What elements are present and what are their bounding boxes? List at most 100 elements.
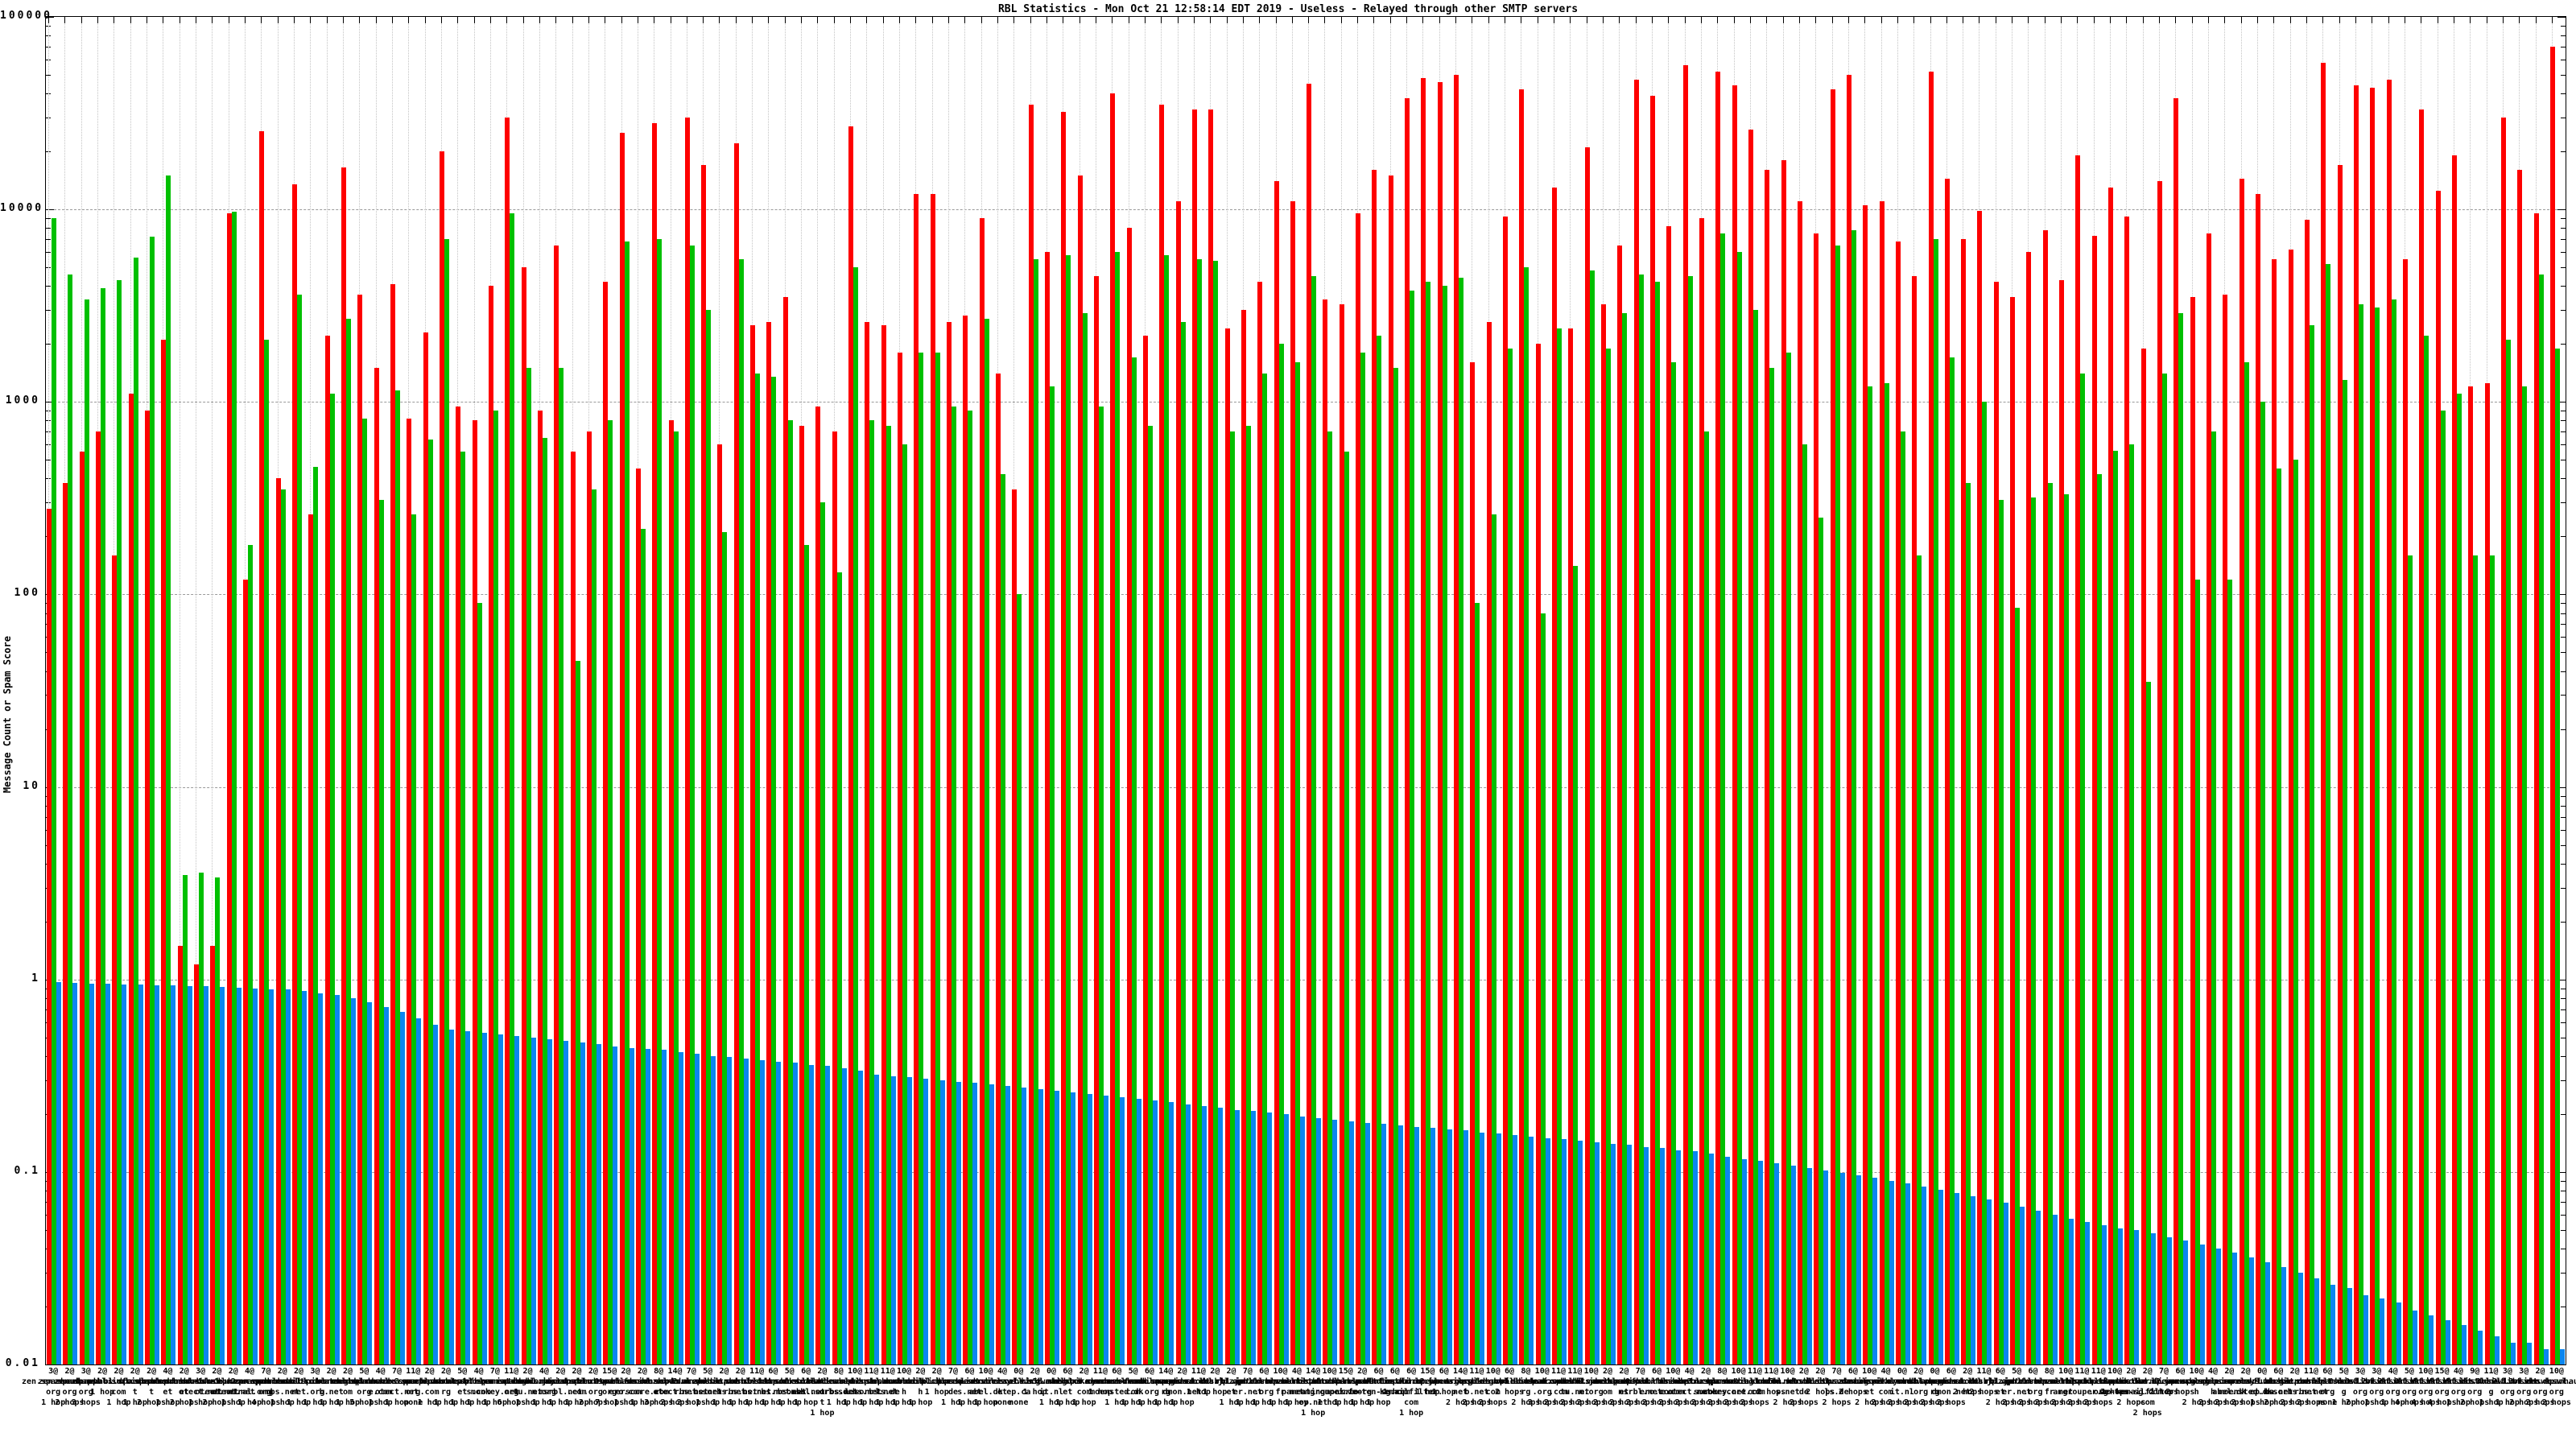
bar-not-spam bbox=[1552, 187, 1558, 1364]
bar-score bbox=[1463, 1130, 1469, 1364]
bar-score bbox=[1250, 1110, 1256, 1364]
x-top-tick bbox=[801, 17, 803, 23]
x-top-tick bbox=[1144, 17, 1146, 23]
bar-not-spam bbox=[2059, 279, 2065, 1364]
x-top-tick bbox=[326, 17, 328, 23]
bar-score bbox=[2020, 1207, 2025, 1364]
bar-spam bbox=[427, 439, 433, 1364]
bar-score bbox=[2445, 1319, 2450, 1364]
x-top-tick bbox=[1030, 17, 1031, 23]
bar-spam bbox=[2227, 579, 2233, 1364]
bar-score bbox=[907, 1077, 913, 1364]
y-minor-tick bbox=[2561, 218, 2566, 220]
y-minor-tick bbox=[2561, 310, 2566, 312]
bar-not-spam bbox=[79, 452, 85, 1364]
bar-score bbox=[1529, 1137, 1534, 1364]
y-minor-tick bbox=[2561, 228, 2566, 229]
y-minor-tick bbox=[46, 239, 51, 241]
bar-score bbox=[760, 1060, 766, 1364]
bar-not-spam bbox=[766, 322, 772, 1364]
y-minor-tick bbox=[46, 286, 51, 287]
bar-not-spam bbox=[701, 165, 707, 1364]
x-top-tick bbox=[833, 17, 835, 23]
bar-not-spam bbox=[1307, 83, 1312, 1364]
bar-score bbox=[1971, 1195, 1976, 1364]
x-top-tick bbox=[2306, 17, 2307, 23]
bar-not-spam bbox=[979, 218, 985, 1364]
bar-spam bbox=[1196, 259, 1202, 1364]
bar-not-spam bbox=[2533, 213, 2539, 1364]
x-top-tick bbox=[440, 17, 442, 23]
bar-not-spam bbox=[947, 322, 952, 1364]
y-minor-tick bbox=[46, 267, 51, 269]
bar-not-spam bbox=[782, 297, 788, 1364]
bar-not-spam bbox=[1405, 97, 1410, 1364]
bar-not-spam bbox=[1012, 489, 1018, 1364]
bar-spam bbox=[853, 267, 859, 1364]
bar-spam bbox=[1311, 276, 1317, 1364]
x-top-tick bbox=[2126, 17, 2128, 23]
bar-not-spam bbox=[1584, 147, 1590, 1364]
bar-not-spam bbox=[2337, 165, 2343, 1364]
bar-score bbox=[1381, 1123, 1387, 1364]
bar-spam bbox=[1589, 270, 1595, 1364]
bar-score bbox=[2396, 1302, 2401, 1364]
bar-spam bbox=[1475, 603, 1480, 1364]
x-top-tick bbox=[1193, 17, 1195, 23]
x-top-tick bbox=[2044, 17, 2046, 23]
x-top-tick bbox=[1210, 17, 1212, 23]
x-top-tick bbox=[1798, 17, 1800, 23]
bar-not-spam bbox=[1159, 105, 1165, 1364]
bar-not-spam bbox=[1649, 95, 1655, 1364]
bar-spam bbox=[1884, 383, 1889, 1364]
bar-not-spam bbox=[1535, 344, 1541, 1364]
bar-not-spam bbox=[1191, 109, 1197, 1364]
x-top-tick bbox=[1488, 17, 1489, 23]
bar-spam bbox=[2456, 394, 2462, 1364]
bar-score bbox=[2167, 1236, 2173, 1364]
bar-score bbox=[1267, 1112, 1273, 1364]
y-minor-tick bbox=[2561, 863, 2566, 865]
plot-area bbox=[45, 16, 2566, 1365]
bar-score bbox=[1741, 1158, 1747, 1364]
bar-score bbox=[1987, 1199, 1992, 1364]
bar-not-spam bbox=[1961, 239, 1967, 1364]
bar-not-spam bbox=[1863, 205, 1868, 1364]
y-minor-tick bbox=[2561, 478, 2566, 480]
bar-not-spam bbox=[1372, 170, 1377, 1364]
bar-not-spam bbox=[1846, 75, 1852, 1364]
bar-not-spam bbox=[1290, 201, 1295, 1364]
bar-spam bbox=[1344, 452, 1349, 1364]
bar-spam bbox=[1360, 353, 1366, 1364]
bar-not-spam bbox=[603, 282, 609, 1364]
bar-spam bbox=[1245, 426, 1251, 1364]
y-tick-label: 0.01 bbox=[5, 1357, 40, 1369]
y-major-tick bbox=[2557, 786, 2566, 788]
bar-score bbox=[253, 988, 258, 1364]
bar-spam bbox=[689, 245, 695, 1364]
bar-spam bbox=[133, 258, 138, 1364]
bar-not-spam bbox=[1110, 93, 1116, 1364]
bar-spam bbox=[477, 603, 482, 1364]
y-minor-tick bbox=[2561, 887, 2566, 889]
chart-title: RBL Statistics - Mon Oct 21 12:58:14 EDT… bbox=[997, 3, 1579, 15]
x-top-tick bbox=[1913, 17, 1915, 23]
bar-spam bbox=[1917, 555, 1922, 1364]
bar-score bbox=[1316, 1118, 1322, 1364]
y-minor-tick bbox=[46, 252, 51, 254]
bar-not-spam bbox=[1748, 129, 1753, 1364]
y-minor-tick bbox=[2561, 239, 2566, 241]
bar-not-spam bbox=[505, 118, 510, 1364]
bar-score bbox=[1414, 1126, 1420, 1364]
y-gridline bbox=[46, 1171, 2566, 1173]
bar-not-spam bbox=[357, 295, 363, 1364]
y-minor-tick bbox=[2561, 795, 2566, 797]
bar-score bbox=[2036, 1210, 2041, 1364]
bar-score bbox=[1234, 1109, 1240, 1364]
y-minor-tick bbox=[46, 310, 51, 312]
bar-spam bbox=[559, 368, 564, 1364]
bar-spam bbox=[624, 242, 630, 1364]
y-minor-tick bbox=[46, 93, 51, 95]
x-top-tick bbox=[1013, 17, 1015, 23]
bar-spam bbox=[2538, 274, 2544, 1364]
